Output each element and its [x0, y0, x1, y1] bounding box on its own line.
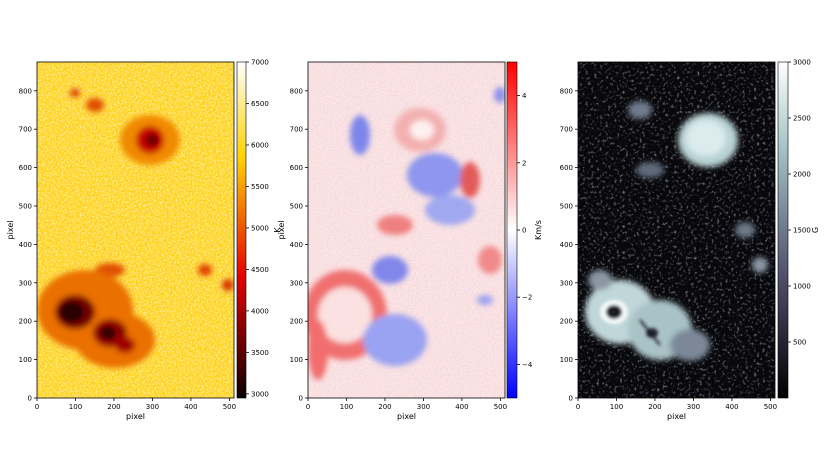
panel-magnetic-field: 0 100 200 300 400 500 0 100 200 300 400 500 600 700 8…: [560, 59, 820, 422]
colorbar-tick-label: 1500: [793, 227, 811, 235]
x-tick-label: 500: [494, 403, 507, 411]
y-tick-label: 400: [19, 241, 32, 249]
velocity-heatmap-image: [308, 62, 505, 398]
colorbar-tick-label: −2: [522, 294, 532, 302]
x-tick-label: 200: [107, 403, 120, 411]
colorbar-tick-label: 3000: [793, 59, 811, 67]
temperature-x-axis-label: pixel: [126, 412, 145, 421]
temperature-heatmap-image: [37, 62, 234, 398]
colorbar-tick-label: 2500: [793, 115, 811, 123]
velocity-colorbar-ticks: 4 2 0 −2 −4: [517, 92, 533, 369]
y-tick-label: 800: [19, 87, 32, 95]
x-tick-label: 0: [35, 403, 39, 411]
x-tick-label: 400: [455, 403, 468, 411]
colorbar-tick-label: 4: [522, 92, 527, 100]
magnetic-colorbar-label: G: [811, 227, 820, 233]
y-tick-label: 200: [19, 318, 32, 326]
y-tick-label: 300: [19, 279, 32, 287]
temperature-colorbar-label: K: [273, 227, 282, 233]
y-tick-label: 800: [290, 87, 303, 95]
x-tick-label: 100: [340, 403, 353, 411]
magnetic-x-axis-label: pixel: [667, 412, 686, 421]
temperature-colorbar: [236, 61, 247, 399]
y-tick-label: 700: [290, 126, 303, 134]
x-tick-label: 300: [687, 403, 700, 411]
colorbar-tick-label: 4000: [251, 307, 269, 315]
velocity-x-axis-label: pixel: [397, 412, 416, 421]
y-tick-label: 100: [290, 356, 303, 364]
velocity-colorbar-label: Km/s: [534, 220, 543, 240]
x-tick-label: 200: [378, 403, 391, 411]
x-tick-label: 300: [417, 403, 430, 411]
colorbar-tick-label: −4: [522, 361, 533, 369]
colorbar-tick-label: 3000: [251, 390, 269, 398]
magnetic-heatmap-image: [578, 62, 775, 398]
y-tick-label: 0: [569, 395, 573, 403]
y-tick-label: 500: [290, 203, 303, 211]
colorbar-tick-label: 500: [793, 339, 806, 347]
magnetic-colorbar-ticks: 500 1000 1500 2000 2500 3000: [788, 59, 811, 347]
colorbar-tick-label: 5000: [251, 224, 269, 232]
colorbar-tick-label: 1000: [793, 283, 811, 291]
y-tick-label: 700: [19, 126, 32, 134]
x-tick-label: 300: [146, 403, 159, 411]
colorbar-tick-label: 2: [522, 159, 526, 167]
y-tick-label: 100: [560, 356, 573, 364]
velocity-plot-frame: [307, 61, 506, 399]
temperature-y-axis-label: pixel: [6, 221, 15, 240]
y-tick-label: 600: [290, 164, 303, 172]
y-tick-label: 200: [290, 318, 303, 326]
x-tick-label: 500: [764, 403, 777, 411]
y-tick-label: 600: [19, 164, 32, 172]
velocity-y-axis-label: pixel: [277, 221, 286, 240]
colorbar-tick-label: 3500: [251, 349, 269, 357]
colorbar-tick-label: 2000: [793, 171, 811, 179]
y-tick-label: 400: [560, 241, 573, 249]
temperature-plot-frame: [36, 61, 235, 399]
temperature-colorbar-ticks: 3000 3500 4000 4500 5000 5500 6000 6500 7000: [246, 59, 269, 398]
y-tick-label: 300: [290, 279, 303, 287]
magnetic-plot-frame: [577, 61, 776, 399]
y-tick-label: 400: [290, 241, 303, 249]
panel-velocity: 0 100 200 300 400 500 0 100 200 300 400 500 600 700 8…: [277, 61, 543, 421]
x-tick-label: 200: [648, 403, 661, 411]
colorbar-tick-label: 6500: [251, 100, 269, 108]
velocity-colorbar: [506, 61, 518, 399]
y-tick-label: 300: [560, 279, 573, 287]
x-tick-label: 100: [69, 403, 82, 411]
x-tick-label: 400: [725, 403, 738, 411]
magnetic-colorbar: [777, 61, 789, 399]
y-tick-label: 800: [560, 87, 573, 95]
y-tick-label: 0: [28, 395, 32, 403]
x-tick-label: 500: [223, 403, 236, 411]
colorbar-tick-label: 7000: [251, 59, 269, 67]
y-tick-label: 500: [19, 203, 32, 211]
temperature-y-axis: 0 100 200 300 400 500 600 700 800: [19, 87, 37, 403]
x-tick-label: 0: [306, 403, 310, 411]
velocity-x-axis: 0 100 200 300 400 500: [306, 398, 507, 411]
x-tick-label: 400: [184, 403, 197, 411]
panel-temperature: 0 100 200 300 400 500 0 100 200 300 400 500 600 700 8…: [6, 59, 282, 422]
magnetic-x-axis: 0 100 200 300 400 500: [576, 398, 777, 411]
colorbar-tick-label: 0: [522, 227, 526, 235]
y-tick-label: 100: [19, 356, 32, 364]
y-tick-label: 500: [560, 203, 573, 211]
colorbar-tick-label: 4500: [251, 266, 269, 274]
temperature-x-axis: 0 100 200 300 400 500: [35, 398, 236, 411]
colorbar-tick-label: 5500: [251, 183, 269, 191]
y-tick-label: 600: [560, 164, 573, 172]
x-tick-label: 100: [610, 403, 623, 411]
y-tick-label: 0: [299, 395, 303, 403]
y-tick-label: 200: [560, 318, 573, 326]
colorbar-tick-label: 6000: [251, 141, 269, 149]
magnetic-y-axis: 0 100 200 300 400 500 600 700 800: [560, 87, 578, 403]
x-tick-label: 0: [576, 403, 580, 411]
velocity-y-axis: 0 100 200 300 400 500 600 700 800: [290, 87, 308, 403]
y-tick-label: 700: [560, 126, 573, 134]
